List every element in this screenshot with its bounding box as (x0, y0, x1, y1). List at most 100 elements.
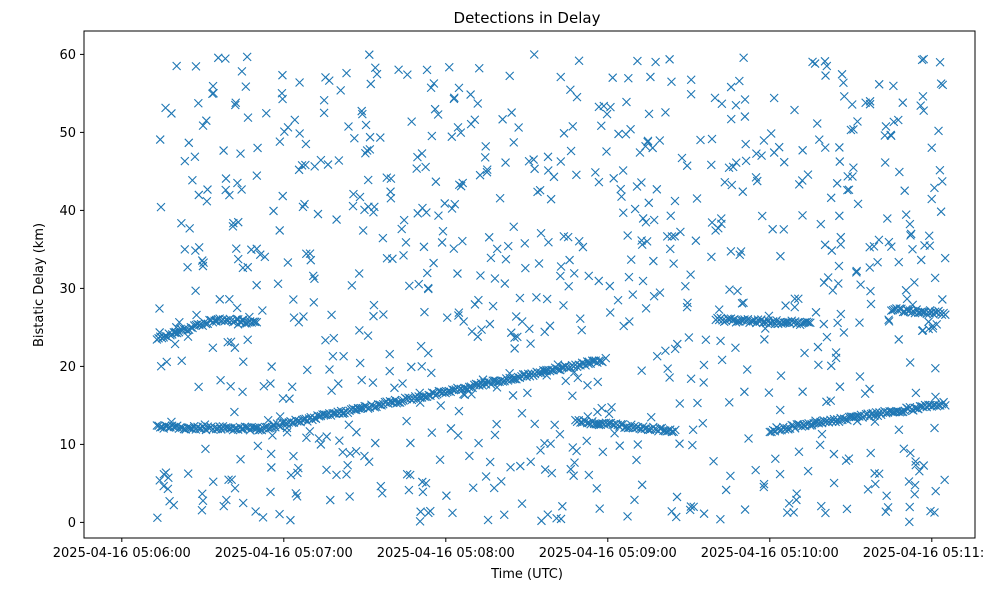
data-point (188, 424, 197, 434)
data-point (605, 281, 615, 291)
data-point (440, 199, 450, 208)
data-point (766, 129, 776, 138)
data-point (904, 517, 914, 527)
data-point (792, 489, 802, 499)
data-point (368, 378, 378, 388)
data-point (517, 499, 527, 508)
data-point (243, 262, 253, 272)
data-point (741, 139, 751, 149)
data-point (873, 257, 883, 267)
data-point (717, 219, 726, 229)
data-point (884, 316, 894, 326)
data-point (243, 335, 253, 345)
data-point (513, 372, 523, 382)
data-point (369, 202, 379, 212)
data-point (246, 245, 256, 255)
data-point (454, 180, 464, 190)
data-point (305, 426, 315, 436)
data-point (846, 125, 856, 135)
data-point (882, 214, 892, 223)
data-point (847, 100, 857, 109)
data-point (227, 475, 237, 485)
data-point (230, 424, 240, 434)
data-point (525, 371, 535, 381)
data-point (360, 148, 370, 158)
data-point (420, 307, 429, 317)
data-point (649, 291, 659, 301)
data-point (593, 377, 603, 387)
data-point (510, 344, 520, 353)
data-point (431, 177, 441, 187)
data-point (637, 178, 646, 187)
data-point (685, 505, 695, 515)
data-point (800, 348, 809, 358)
data-point (804, 318, 814, 327)
data-point (736, 247, 746, 256)
data-point (407, 117, 417, 127)
data-point (726, 471, 735, 481)
data-point (509, 137, 519, 147)
data-point (163, 473, 173, 483)
data-point (757, 151, 766, 160)
data-point (564, 281, 574, 291)
data-point (501, 158, 510, 167)
data-point (917, 307, 927, 316)
data-point (855, 318, 864, 327)
data-point (309, 297, 319, 307)
data-point (717, 99, 727, 109)
data-point (399, 215, 409, 225)
data-point (602, 109, 612, 119)
data-point (820, 56, 830, 66)
data-point (869, 241, 879, 251)
data-point (889, 81, 898, 91)
data-point (666, 211, 676, 221)
data-point (911, 388, 921, 398)
data-point (608, 73, 618, 83)
data-point (575, 314, 585, 323)
data-point (369, 207, 378, 217)
data-point (720, 177, 730, 187)
data-point (652, 351, 662, 361)
data-point (546, 194, 556, 204)
data-point (919, 106, 929, 116)
data-point (404, 485, 414, 495)
data-point (851, 267, 861, 277)
data-point (313, 209, 323, 219)
data-point (844, 185, 854, 195)
data-point (253, 143, 262, 153)
data-point (626, 255, 636, 265)
data-point (633, 440, 643, 449)
data-point (386, 193, 396, 203)
data-point (894, 335, 904, 344)
data-point (905, 358, 915, 367)
data-point (388, 254, 397, 264)
data-point (468, 483, 478, 493)
data-point (397, 224, 407, 234)
data-point (789, 507, 799, 517)
data-point (566, 146, 576, 156)
data-point (433, 110, 443, 119)
data-point (223, 423, 233, 432)
data-point (927, 143, 937, 153)
data-point (669, 259, 679, 269)
data-point (768, 224, 778, 234)
data-point (429, 79, 439, 88)
data-point (316, 155, 326, 165)
data-point (233, 178, 242, 188)
data-point (357, 106, 367, 116)
data-point (861, 98, 871, 108)
data-point (726, 114, 736, 124)
data-point (221, 174, 231, 183)
data-point (321, 335, 330, 345)
data-point (623, 73, 633, 83)
data-point (533, 187, 542, 197)
data-point (574, 56, 584, 66)
data-point (819, 319, 829, 329)
data-point (484, 232, 494, 242)
data-point (874, 79, 884, 89)
data-point (724, 397, 734, 407)
data-point (224, 190, 234, 200)
data-point (640, 424, 650, 434)
data-point (641, 303, 651, 313)
